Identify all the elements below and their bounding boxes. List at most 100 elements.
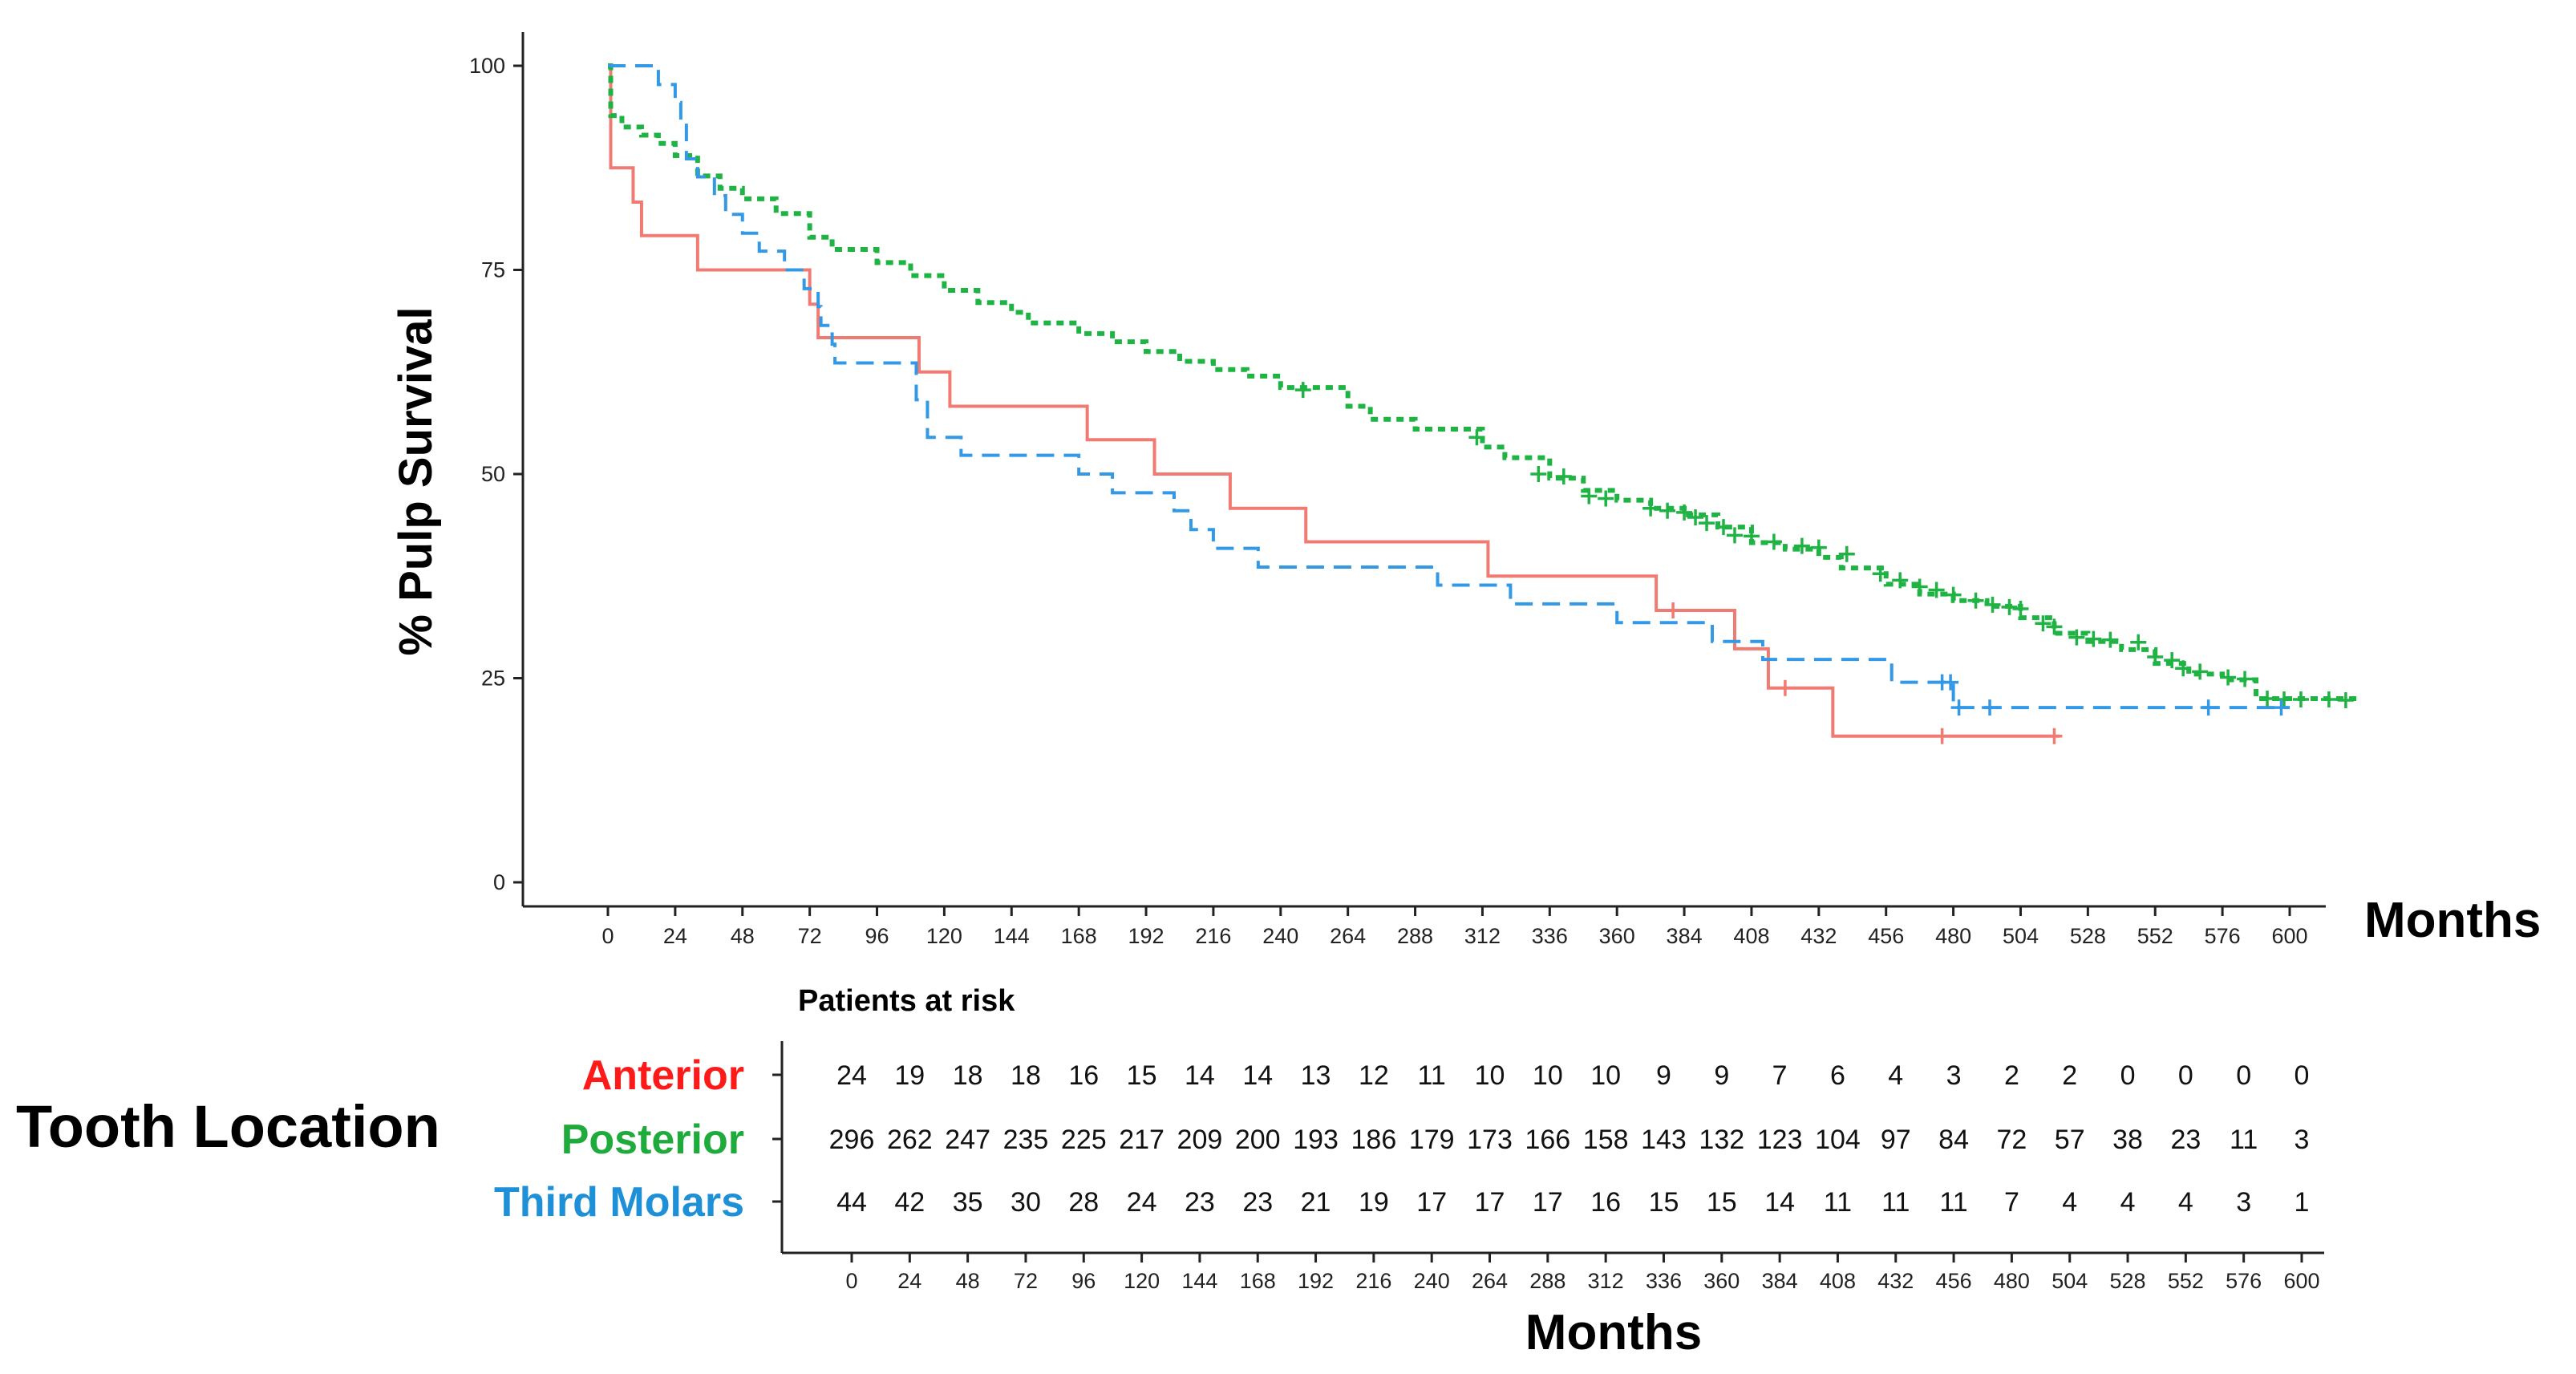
risk-value-third-molars: 1	[2295, 1187, 2310, 1218]
censor-mark-posterior	[1945, 586, 1962, 603]
risk-value-anterior: 18	[953, 1060, 983, 1091]
risk-value-anterior: 0	[2120, 1060, 2136, 1091]
censor-mark-posterior	[2130, 634, 2147, 651]
risk-x-tick-label: 0	[845, 1269, 857, 1293]
x-tick-label: 432	[1800, 924, 1837, 948]
risk-value-anterior: 4	[1888, 1060, 1903, 1091]
y-tick-label: 75	[481, 258, 505, 282]
risk-value-third-molars: 11	[1881, 1187, 1910, 1218]
censor-mark-anterior	[1934, 728, 1950, 744]
censor-mark-posterior	[1793, 537, 1810, 554]
y-tick-label: 25	[481, 667, 505, 691]
risk-value-third-molars: 15	[1707, 1187, 1737, 1218]
risk-value-posterior: 158	[1583, 1125, 1629, 1155]
risk-value-anterior: 19	[894, 1060, 925, 1091]
risk-value-anterior: 14	[1185, 1060, 1215, 1091]
risk-row-labels: Anterior Posterior Third Molars	[494, 1052, 782, 1226]
x-tick-label: 120	[926, 924, 962, 948]
x-tick-label: 480	[1935, 924, 1971, 948]
risk-value-third-molars: 21	[1301, 1187, 1331, 1218]
x-tick-label: 384	[1667, 924, 1703, 948]
x-tick-label: 264	[1330, 924, 1366, 948]
risk-value-anterior: 0	[2236, 1060, 2251, 1091]
censor-mark-posterior	[1726, 527, 1743, 544]
censor-mark-posterior	[1810, 539, 1827, 556]
risk-x-tick-label: 120	[1124, 1269, 1160, 1293]
group-title: Tooth Location	[16, 1093, 440, 1160]
censor-mark-posterior	[2001, 598, 2018, 615]
censor-mark-posterior	[2192, 663, 2209, 680]
risk-value-third-molars: 7	[2004, 1187, 2019, 1218]
censor-mark-posterior	[1294, 382, 1311, 399]
risk-value-third-molars: 3	[2236, 1187, 2251, 1218]
censor-mark-posterior	[2012, 600, 2029, 617]
risk-value-third-molars: 19	[1359, 1187, 1389, 1218]
censor-mark-posterior	[1642, 500, 1659, 517]
risk-value-third-molars: 42	[894, 1187, 925, 1218]
risk-x-tick-label: 432	[1877, 1269, 1914, 1293]
risk-value-posterior: 247	[945, 1125, 990, 1155]
censor-mark-posterior	[2085, 630, 2102, 647]
risk-value-posterior: 166	[1525, 1125, 1570, 1155]
risk-value-third-molars: 4	[2062, 1187, 2077, 1218]
risk-value-anterior: 7	[1772, 1060, 1788, 1091]
x-tick-label: 192	[1128, 924, 1164, 948]
survival-plot: 0 25 50 75 100 0 24 48 72 96 120 144 168 192 216 240 26…	[390, 32, 2541, 948]
risk-value-third-molars: 28	[1068, 1187, 1099, 1218]
risk-x-tick-label: 576	[2226, 1269, 2262, 1293]
risk-x-tick-label: 24	[897, 1269, 921, 1293]
censor-mark-posterior	[1872, 565, 1889, 582]
censor-mark-posterior	[1984, 596, 2001, 613]
risk-value-anterior: 9	[1714, 1060, 1729, 1091]
risk-value-anterior: 15	[1127, 1060, 1157, 1091]
risk-value-anterior: 14	[1242, 1060, 1273, 1091]
risk-value-anterior: 0	[2295, 1060, 2310, 1091]
risk-x-tick-label: 264	[1472, 1269, 1508, 1293]
y-tick-label: 50	[481, 462, 505, 486]
risk-value-posterior: 11	[2230, 1125, 2258, 1155]
censor-mark-posterior	[1699, 515, 1715, 532]
risk-x-tick-label: 48	[956, 1269, 980, 1293]
censor-mark-posterior	[1468, 429, 1485, 446]
x-axis-label: Months	[2364, 893, 2541, 948]
y-axis-label: % Pulp Survival	[390, 306, 442, 655]
risk-value-posterior: 3	[2295, 1125, 2310, 1155]
risk-x-tick-label: 72	[1014, 1269, 1038, 1293]
x-tick-label: 96	[865, 924, 889, 948]
risk-value-anterior: 12	[1359, 1060, 1389, 1091]
x-tick-label: 168	[1061, 924, 1097, 948]
risk-x-tick-label: 600	[2283, 1269, 2319, 1293]
censor-mark-posterior	[1838, 545, 1855, 562]
censor-mark-posterior	[2220, 669, 2237, 686]
risk-row-label-anterior: Anterior	[582, 1052, 744, 1099]
risk-table-title: Patients at risk	[798, 984, 1015, 1018]
censor-mark-posterior	[1581, 488, 1598, 505]
censor-mark-posterior	[1676, 504, 1693, 521]
risk-value-posterior: 193	[1293, 1125, 1339, 1155]
risk-value-posterior: 217	[1119, 1125, 1164, 1155]
risk-x-tick-label: 504	[2051, 1269, 2088, 1293]
censor-mark-third-molars	[2200, 699, 2217, 716]
risk-value-anterior: 3	[1946, 1060, 1962, 1091]
y-tick-label: 0	[493, 870, 505, 894]
risk-value-anterior: 11	[1418, 1060, 1446, 1091]
risk-value-anterior: 24	[836, 1060, 867, 1091]
risk-value-posterior: 57	[2055, 1125, 2085, 1155]
x-tick-label: 240	[1262, 924, 1298, 948]
risk-value-posterior: 84	[1938, 1125, 1969, 1155]
risk-x-tick-label: 240	[1414, 1269, 1450, 1293]
risk-value-anterior: 0	[2178, 1060, 2193, 1091]
risk-x-tick-label: 312	[1588, 1269, 1624, 1293]
risk-value-anterior: 18	[1011, 1060, 1041, 1091]
risk-value-posterior: 262	[887, 1125, 933, 1155]
x-tick-label: 216	[1195, 924, 1231, 948]
censor-mark-posterior	[2068, 629, 2085, 646]
x-tick-label: 552	[2137, 924, 2173, 948]
risk-value-posterior: 72	[1996, 1125, 2027, 1155]
x-tick-label: 504	[2003, 924, 2039, 948]
x-tick-label: 360	[1599, 924, 1635, 948]
risk-value-posterior: 132	[1699, 1125, 1744, 1155]
censor-mark-posterior	[1928, 582, 1945, 598]
x-tick-label: 456	[1868, 924, 1904, 948]
risk-value-third-molars: 14	[1764, 1187, 1795, 1218]
